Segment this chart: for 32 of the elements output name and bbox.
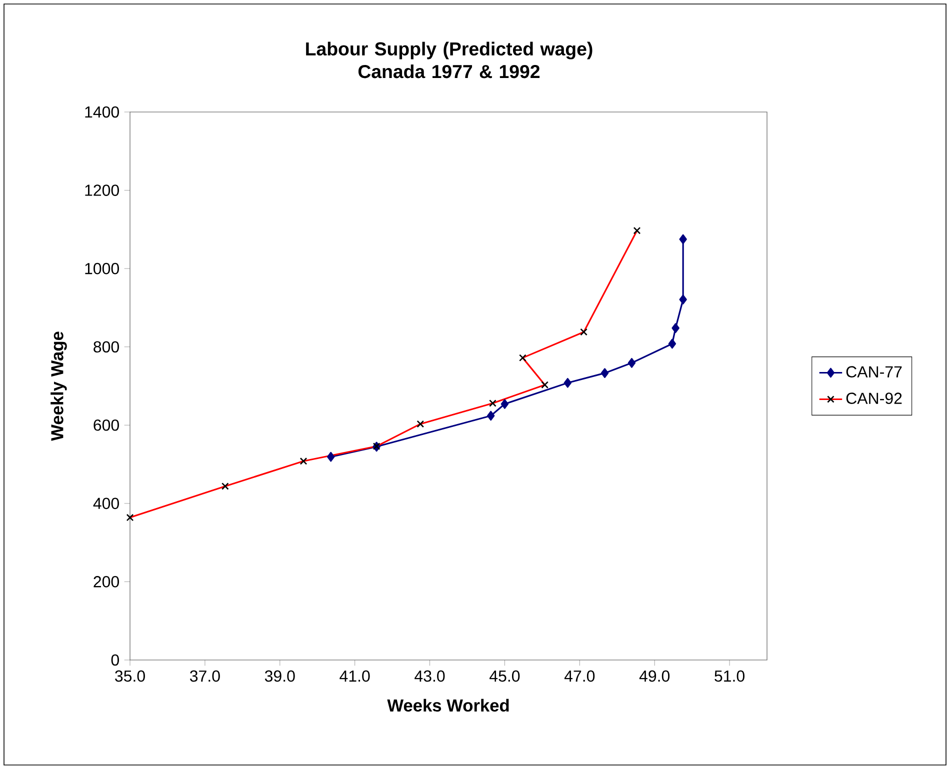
point [500, 399, 509, 409]
point [672, 323, 680, 334]
point [628, 358, 636, 368]
x-tick-label: 45.0 [490, 670, 520, 682]
y-tick-label: 800 [94, 341, 119, 353]
y-tick-label: 1400 [85, 106, 119, 118]
x-axis-title: Weeks Worked [387, 698, 509, 712]
point [564, 378, 572, 388]
y-tick-label: 600 [94, 419, 119, 431]
point [326, 452, 335, 462]
legend-label: CAN-92 [846, 392, 902, 404]
y-tick-label: 200 [94, 576, 119, 588]
legend-label: CAN-77 [846, 366, 902, 378]
x-tick-label: 39.0 [264, 670, 295, 682]
x-tick-label: 35.0 [115, 670, 145, 682]
x-tick-label: 51.0 [714, 670, 744, 682]
point [679, 294, 687, 304]
y-tick-label: 1000 [85, 262, 119, 274]
point [679, 234, 687, 244]
y-tick-label: 400 [93, 498, 119, 510]
x-tick-label: 49.0 [639, 670, 670, 682]
x-tick-label: 41.0 [340, 670, 370, 682]
point [600, 368, 609, 378]
x-tick-label: 43.0 [414, 670, 445, 682]
point [668, 338, 676, 349]
y-tick-label: 1200 [85, 184, 119, 196]
y-tick-label: 0 [111, 654, 119, 666]
chart-title: Labour Supply (Predicted wage) Canada 1977 & 1992 [306, 42, 592, 78]
point [486, 410, 495, 421]
x-tick-label: 37.0 [190, 670, 220, 682]
x-tick-label: 47.0 [564, 670, 595, 682]
y-axis-title: Weekly Wage [50, 332, 67, 441]
